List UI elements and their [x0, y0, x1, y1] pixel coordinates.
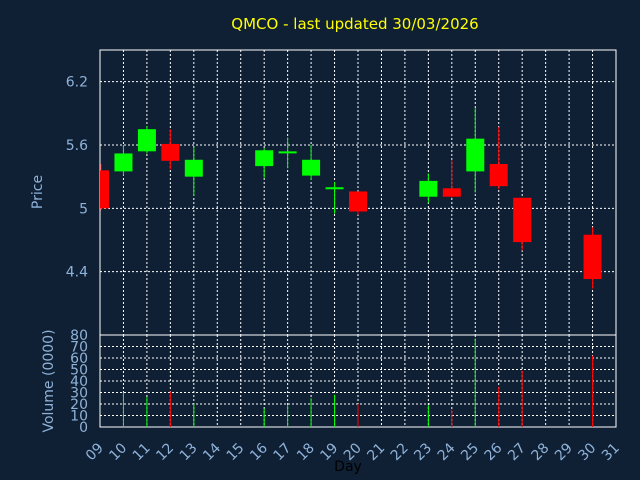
- candle-body: [184, 159, 203, 177]
- x-tick-label: 11: [130, 440, 154, 464]
- x-tick-label: 22: [388, 440, 412, 464]
- candle-body: [161, 143, 180, 161]
- volume-tick-label: 50: [70, 363, 88, 379]
- price-axis-label: Price: [30, 175, 46, 209]
- x-tick-label: 09: [83, 440, 107, 464]
- volume-axis-label: Volume (0000): [41, 329, 57, 432]
- candle-body: [419, 180, 438, 197]
- candle-body: [137, 129, 156, 152]
- x-tick-label: 10: [106, 440, 130, 464]
- x-axis-label: Day: [334, 459, 362, 475]
- volume-bars: [122, 338, 594, 427]
- x-tick-label: 25: [458, 440, 482, 464]
- price-tick-label: 6.2: [66, 75, 88, 91]
- volume-tick-label: 70: [70, 340, 88, 356]
- candle-body: [583, 234, 602, 280]
- candle-body: [100, 170, 109, 209]
- volume-tick-label: 0: [79, 420, 88, 436]
- grid: [99, 50, 617, 428]
- x-tick-label: 18: [294, 440, 318, 464]
- volume-tick-label: 10: [70, 409, 88, 425]
- x-tick-label: 31: [599, 440, 623, 464]
- x-tick-label: 23: [411, 440, 435, 464]
- x-tick-label: 12: [153, 440, 177, 464]
- price-tick-label: 4.4: [66, 265, 88, 281]
- candle-body: [513, 197, 532, 243]
- chart-title: QMCO - last updated 30/03/2026: [231, 15, 478, 33]
- x-tick-label: 21: [364, 440, 388, 464]
- x-tick-label: 16: [247, 440, 271, 464]
- x-tick-label: 27: [505, 440, 529, 464]
- x-tick-label: 30: [575, 440, 599, 464]
- x-tick-label: 29: [552, 440, 576, 464]
- volume-tick-label: 40: [70, 374, 88, 390]
- candle-body: [302, 159, 321, 176]
- volume-tick-label: 60: [70, 351, 88, 367]
- x-tick-label: 26: [482, 440, 506, 464]
- candle-body: [349, 191, 367, 212]
- x-tick-label: 14: [200, 440, 224, 464]
- candle-body: [255, 150, 274, 167]
- x-tick-label: 24: [435, 440, 459, 464]
- volume-tick-label: 30: [70, 386, 88, 402]
- candle-body: [489, 164, 508, 187]
- price-tick-label: 5: [79, 201, 88, 217]
- candle-body: [466, 138, 485, 172]
- x-tick-label: 28: [529, 440, 553, 464]
- x-tick-label: 13: [177, 440, 201, 464]
- volume-tick-label: 20: [70, 397, 88, 413]
- candle-body: [442, 188, 461, 197]
- candle-body: [114, 153, 133, 172]
- volume-tick-label: 80: [70, 328, 88, 344]
- price-tick-label: 5.6: [66, 138, 88, 154]
- candles: [100, 108, 602, 289]
- x-tick-label: 17: [271, 440, 295, 464]
- x-tick-label: 15: [224, 440, 248, 464]
